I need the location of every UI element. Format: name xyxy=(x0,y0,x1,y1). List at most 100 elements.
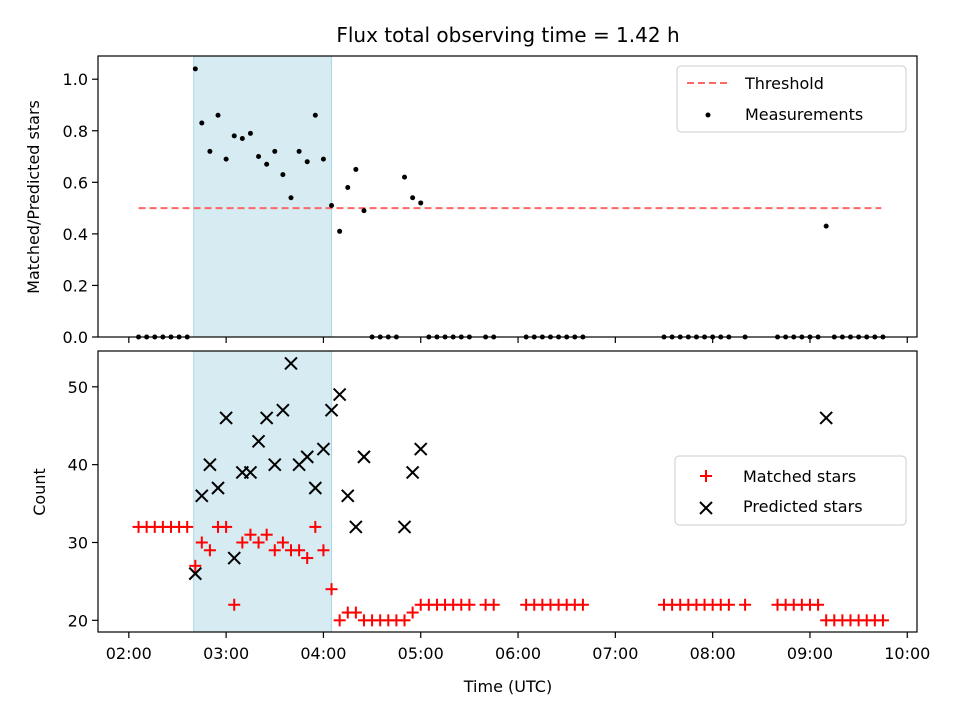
predicted-stars-point-b xyxy=(308,481,323,495)
bottom-xtick-label: 08:00 xyxy=(690,644,736,663)
predicted-stars-point-b xyxy=(227,551,241,565)
predicted-stars-point-b xyxy=(414,442,428,456)
predicted-stars-point xyxy=(276,403,290,417)
predicted-stars-point xyxy=(397,520,412,534)
bottom-ytick-label: 20 xyxy=(68,611,88,630)
predicted-stars-point-b xyxy=(819,411,833,425)
measurements-point xyxy=(410,195,416,201)
measurements-point xyxy=(345,184,351,190)
measurements-point xyxy=(231,133,237,139)
legend-predicted-swatch xyxy=(699,501,713,515)
predicted-stars-point xyxy=(211,481,225,495)
matched-stars-point xyxy=(236,536,249,549)
predicted-stars-point xyxy=(284,356,298,371)
measurements-point xyxy=(823,223,829,229)
bottom-axes-frame xyxy=(97,350,918,633)
predicted-stars-point xyxy=(268,457,282,472)
matched-stars-point xyxy=(189,559,202,572)
measurements-point xyxy=(272,148,278,154)
bottom-ytick-label: 40 xyxy=(68,456,88,475)
measurements-point xyxy=(192,66,198,72)
matched-stars-point xyxy=(576,598,589,611)
top-ytick-label: 1.0 xyxy=(63,70,88,89)
predicted-stars-point xyxy=(308,481,323,495)
predicted-stars-point xyxy=(188,566,203,581)
matched-stars-point xyxy=(195,536,208,549)
measurements-point xyxy=(207,148,213,154)
predicted-stars-point xyxy=(332,387,347,402)
measurements-point xyxy=(353,166,359,172)
legend-predicted-label: Predicted stars xyxy=(743,497,863,516)
predicted-stars-point-b xyxy=(268,457,282,472)
bottom-ytick-label: 30 xyxy=(68,533,88,552)
legend-threshold-label: Threshold xyxy=(744,74,824,93)
matched-stars-point xyxy=(812,598,825,611)
matched-stars-point xyxy=(406,606,419,619)
matched-stars-point xyxy=(325,583,338,596)
bottom-yticks: 20 30 40 50 xyxy=(68,378,98,630)
predicted-stars-point xyxy=(341,489,355,503)
legend-measurements-swatch xyxy=(705,112,711,118)
matched-stars-point xyxy=(260,528,273,541)
predicted-stars-point xyxy=(819,411,833,425)
matched-stars-point xyxy=(268,544,281,557)
predicted-stars-point xyxy=(251,434,266,449)
matched-stars-point xyxy=(293,544,306,557)
matched-stars-point xyxy=(317,544,330,557)
bottom-ytick-label: 50 xyxy=(68,378,88,397)
legend-matched-label: Matched stars xyxy=(743,467,856,486)
legend-matched-swatch xyxy=(700,470,712,482)
top-legend: Threshold Measurements xyxy=(676,65,907,133)
measurements-point xyxy=(361,208,367,214)
matched-stars-point xyxy=(181,520,194,533)
top-legend-box xyxy=(676,65,907,133)
predicted-stars-point xyxy=(405,465,420,480)
matched-stars-point xyxy=(309,520,322,533)
matched-stars-point xyxy=(722,598,735,611)
matched-stars-point xyxy=(333,614,346,627)
predicted-stars-point-b xyxy=(259,411,274,425)
predicted-stars-point xyxy=(195,489,209,503)
top-ytick-label: 0.2 xyxy=(63,276,88,295)
predicted-stars-point xyxy=(349,520,363,534)
matched-stars-point xyxy=(220,520,233,533)
measurements-point xyxy=(320,156,326,162)
predicted-stars-point xyxy=(300,450,314,464)
bottom-xtick-label: 03:00 xyxy=(203,644,249,663)
bottom-xticks: 02:00 03:00 04:00 05:00 06:00 07:00 08:00 09:00… xyxy=(106,632,930,663)
measurements-point xyxy=(337,228,343,234)
matched-stars-point xyxy=(203,544,216,557)
predicted-stars-point-b xyxy=(300,450,314,464)
top-yticks: 0.0 0.2 0.4 0.6 0.8 1.0 xyxy=(63,70,98,347)
measurements-point xyxy=(288,195,294,201)
measurements-point xyxy=(223,156,229,162)
bottom-series-group xyxy=(132,356,889,627)
predicted-stars-point-b xyxy=(276,403,290,417)
matched-stars-point xyxy=(276,536,289,549)
matched-stars-point xyxy=(487,598,500,611)
matched-stars-point xyxy=(244,528,257,541)
top-ytick-label: 0.0 xyxy=(63,328,88,347)
predicted-stars-point-b xyxy=(211,481,225,495)
predicted-stars-point xyxy=(357,450,371,464)
bottom-xtick-label: 02:00 xyxy=(106,644,152,663)
bottom-ylabel: Count xyxy=(30,468,49,516)
predicted-stars-point-b xyxy=(203,457,217,472)
legend-measurements-label: Measurements xyxy=(745,105,863,124)
measurements-point xyxy=(402,174,408,180)
predicted-stars-point-b xyxy=(219,411,233,425)
predicted-stars-point xyxy=(324,403,339,417)
bottom-xtick-label: 07:00 xyxy=(592,644,638,663)
top-panel: 0.0 0.2 0.4 0.6 0.8 1.0 Matched/Predicted sta… xyxy=(24,55,918,347)
bottom-highlight-span xyxy=(193,350,333,633)
measurements-point xyxy=(418,200,424,206)
bottom-xtick-label: 10:00 xyxy=(884,644,930,663)
bottom-xtick-label: 09:00 xyxy=(787,644,833,663)
matched-stars-point xyxy=(252,536,265,549)
matched-stars-point xyxy=(228,598,241,611)
measurements-point xyxy=(329,203,335,209)
predicted-stars-point-b xyxy=(341,489,355,503)
bottom-legend: Matched stars Predicted stars xyxy=(674,455,907,526)
